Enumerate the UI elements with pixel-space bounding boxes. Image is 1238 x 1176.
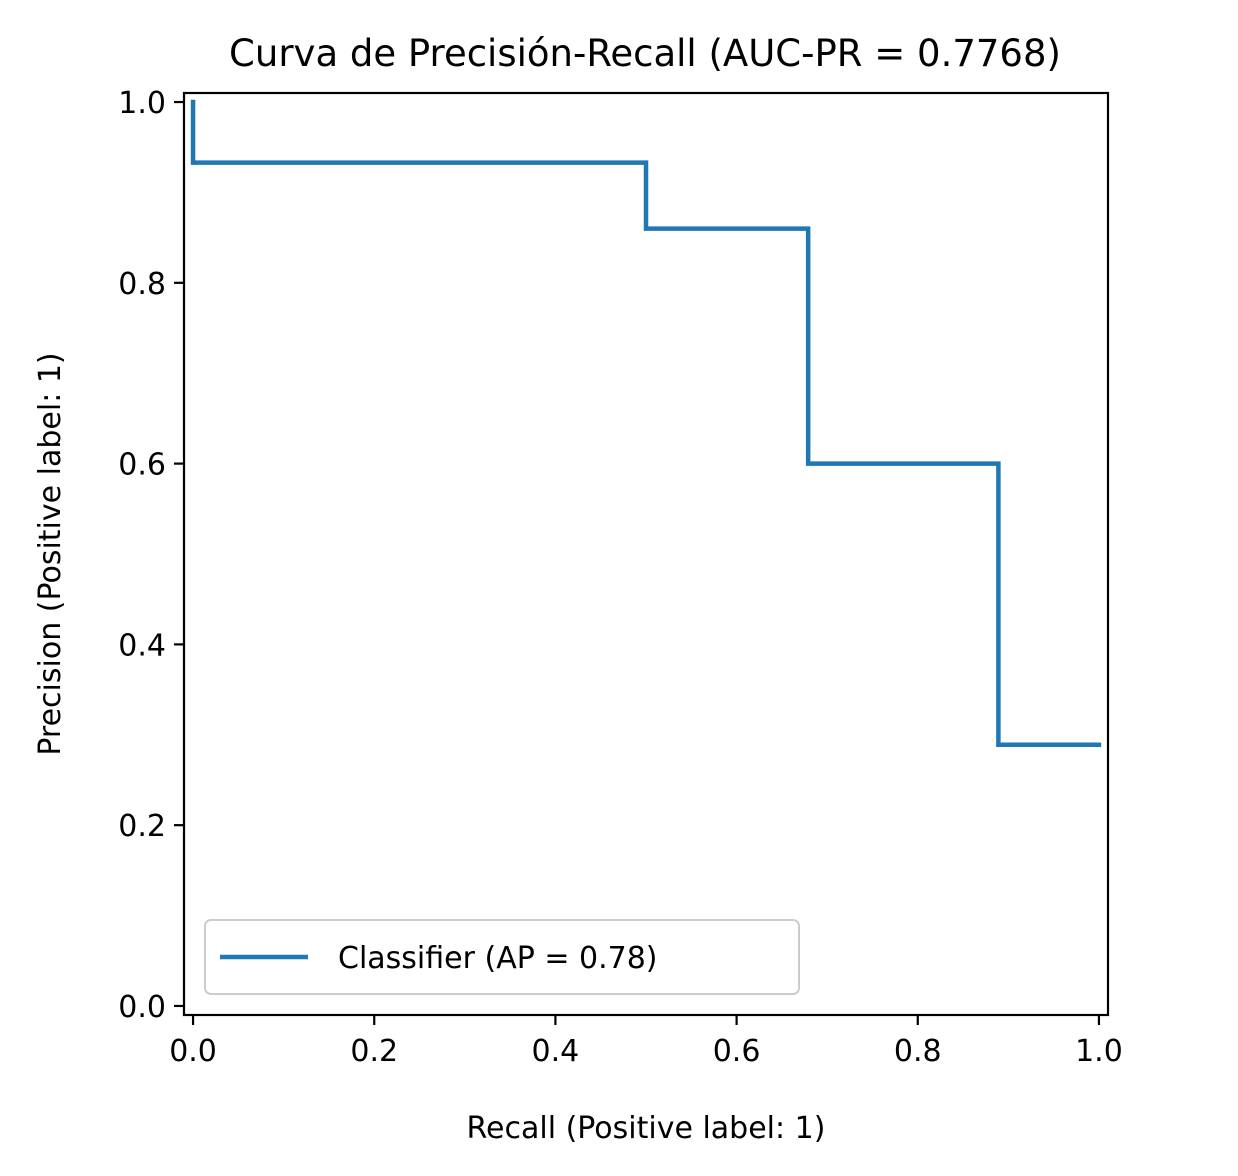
x-tick-label: 0.0 (169, 1034, 217, 1069)
x-tick-label: 0.8 (894, 1034, 942, 1069)
y-tick-label: 1.0 (118, 86, 166, 121)
x-tick-label: 1.0 (1075, 1034, 1123, 1069)
legend-box (204, 919, 800, 995)
series-line-classifier (190, 99, 1102, 747)
x-tick-label: 0.4 (532, 1034, 580, 1069)
chart-title: Curva de Precisión-Recall (AUC-PR = 0.77… (229, 32, 1061, 75)
y-axis-label: Precision (Positive label: 1) (33, 352, 68, 755)
legend: Classifier (AP = 0.78) (204, 919, 800, 995)
x-tick-label: 0.2 (350, 1034, 398, 1069)
axes-frame (182, 91, 1110, 1017)
y-axis-ticks: 0.0 0.2 0.4 0.6 0.8 1.0 (118, 86, 184, 1025)
y-tick-label: 0.0 (118, 990, 166, 1025)
y-tick-label: 0.8 (118, 267, 166, 302)
x-tick-label: 0.6 (713, 1034, 761, 1069)
y-tick-label: 0.4 (118, 628, 166, 663)
y-tick-label: 0.2 (118, 809, 166, 844)
legend-label-classifier: Classifier (AP = 0.78) (338, 941, 658, 976)
y-tick-label: 0.6 (118, 448, 166, 483)
x-axis-label: Recall (Positive label: 1) (467, 1111, 826, 1146)
x-axis-ticks: 0.0 0.2 0.4 0.6 0.8 1.0 (169, 1015, 1123, 1069)
plot-area (182, 91, 1110, 1017)
